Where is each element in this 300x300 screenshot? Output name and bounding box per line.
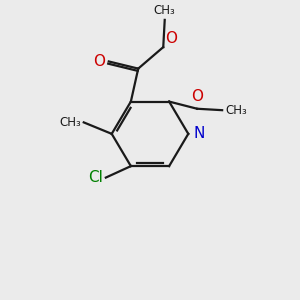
Text: O: O	[165, 31, 177, 46]
Text: O: O	[93, 54, 105, 69]
Text: O: O	[191, 89, 203, 104]
Text: CH₃: CH₃	[225, 104, 247, 117]
Text: N: N	[194, 126, 205, 141]
Text: CH₃: CH₃	[60, 116, 81, 129]
Text: Cl: Cl	[88, 170, 104, 185]
Text: CH₃: CH₃	[154, 4, 176, 17]
